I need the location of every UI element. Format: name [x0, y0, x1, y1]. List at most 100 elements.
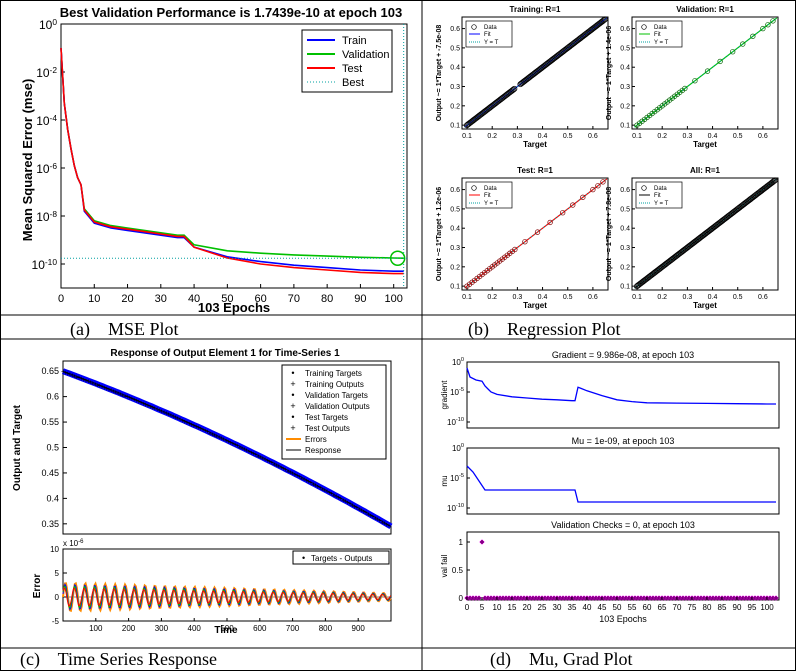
regression-xtick-label: 0.3	[513, 294, 523, 301]
response-point: +	[376, 517, 380, 524]
regression-data-point	[692, 78, 698, 84]
response-point: +	[316, 484, 320, 491]
training-state-xtick-label: 85	[718, 603, 727, 612]
response-point: +	[146, 403, 150, 410]
mse-ytick-label: 10-6	[36, 161, 57, 176]
response-point: +	[240, 445, 244, 452]
training-state-ytick-label-exp: 0	[461, 357, 464, 363]
mse-ytick-label: 10-2	[36, 65, 57, 80]
legend-validation: Validation	[342, 49, 390, 61]
response-point: +	[192, 423, 196, 430]
legend-identity-label: Y = T	[484, 201, 499, 207]
response-point: +	[130, 396, 134, 403]
response-legend-label: Test Outputs	[305, 424, 350, 433]
response-legend-label: Training Targets	[305, 369, 362, 378]
regression-ytick-label: 0.3	[450, 84, 460, 91]
response-point: +	[270, 460, 274, 467]
legend-data-marker	[471, 24, 477, 30]
mse-xtick-label: 0	[58, 293, 64, 305]
mse-ytick-label: 10-8	[36, 209, 57, 224]
legend-fit-label: Fit	[484, 32, 491, 38]
response-point: +	[153, 406, 157, 413]
mse-chart: Best Validation Performance is 1.7439e-1…	[20, 5, 408, 315]
training-state-xtick-label: 5	[480, 603, 485, 612]
regression-data-point	[580, 194, 586, 200]
regression-xlabel: Target	[693, 301, 717, 310]
regression-panel-title: All: R=1	[690, 166, 721, 175]
caption-d: (d) Mu, Grad Plot	[490, 649, 633, 670]
response-point: +	[281, 466, 285, 473]
response-ytick-label: 0.35	[41, 519, 59, 529]
training-state-ytick-label-exp: -10	[456, 503, 464, 509]
val-fail-marker	[773, 595, 779, 601]
error-xtick-label: 400	[188, 624, 202, 633]
training-state-ytick-label: 100	[452, 443, 464, 453]
error-legend-marker-icon: •	[302, 553, 305, 563]
response-point: +	[171, 414, 175, 421]
training-state-xtick-label: 60	[643, 603, 652, 612]
response-point: +	[249, 450, 253, 457]
regression-xlabel: Target	[523, 140, 547, 149]
regression-panel-title: Test: R=1	[517, 166, 553, 175]
regression-data-point	[511, 85, 518, 92]
response-point: +	[148, 404, 152, 411]
mse-ytick-label-exp: -8	[50, 209, 58, 219]
training-state-xtick-label: 0	[465, 603, 470, 612]
response-legend-label: Validation Targets	[305, 391, 368, 400]
response-point: +	[279, 465, 283, 472]
response-ytick-label: 0.65	[41, 366, 59, 376]
response-legend-marker: •	[291, 368, 294, 378]
regression-data-point	[704, 68, 711, 74]
response-legend-marker: •	[291, 390, 294, 400]
response-point: +	[66, 371, 70, 378]
legend-test: Test	[342, 63, 362, 75]
response-legend-marker: +	[290, 401, 295, 411]
regression-xtick-label: 0.4	[538, 133, 548, 140]
response-point: +	[173, 415, 177, 422]
response-point: +	[307, 479, 311, 486]
mse-xtick-label: 80	[321, 293, 333, 305]
mse-xtick-label: 100	[385, 293, 403, 305]
response-point: +	[125, 394, 129, 401]
regression-ytick-label: 0.4	[620, 65, 630, 72]
response-legend-marker: •	[291, 412, 294, 422]
regression-ylabel: Output ~= 1*Target + -7.5e-08	[436, 25, 443, 122]
regression-ytick-label: 0.6	[450, 187, 460, 194]
regression-ytick-label: 0.2	[450, 103, 460, 110]
response-point: +	[245, 448, 249, 455]
legend-data-marker	[641, 185, 647, 191]
regression-ytick-label: 0.2	[620, 103, 630, 110]
training-state-xtick-label: 45	[598, 603, 607, 612]
legend-fit-label: Fit	[484, 193, 491, 199]
mse-ytick-label: 100	[39, 17, 57, 32]
response-point: +	[72, 373, 76, 380]
caption-a: (a) MSE Plot	[70, 319, 179, 340]
mse-ylabel: Mean Squared Error (mse)	[20, 79, 35, 242]
training-state-ytick-label: 10-5	[450, 387, 464, 397]
response-point: +	[293, 472, 297, 479]
response-point: +	[169, 413, 173, 420]
response-point: +	[320, 486, 324, 493]
response-point: +	[134, 398, 138, 405]
training-state-ytick-label-exp: 0	[461, 443, 464, 449]
regression-xtick-label: 0.5	[563, 294, 573, 301]
response-legend-label: Errors	[305, 435, 327, 444]
response-point: +	[330, 491, 334, 498]
response-point: +	[364, 510, 368, 517]
regression-xtick-label: 0.1	[632, 133, 642, 140]
training-state-xtick-label: 25	[538, 603, 547, 612]
mse-xlabel: 103 Epochs	[198, 300, 270, 315]
response-point: +	[382, 521, 386, 528]
response-point: +	[291, 471, 295, 478]
mse-ytick-label-exp: -4	[50, 113, 58, 123]
regression-data-point	[765, 22, 771, 28]
regression-xtick-label: 0.4	[708, 294, 718, 301]
response-point: +	[210, 431, 214, 438]
response-point: +	[302, 477, 306, 484]
training-state-xtick-label: 10	[493, 603, 502, 612]
training-state-ytick-label-exp: -5	[459, 387, 464, 393]
training-state-xtick-label: 80	[703, 603, 712, 612]
training-state-ytick-label-base: 10	[447, 418, 456, 427]
error-ytick-label: 10	[50, 545, 59, 554]
regression-ytick-label: 0.4	[450, 65, 460, 72]
